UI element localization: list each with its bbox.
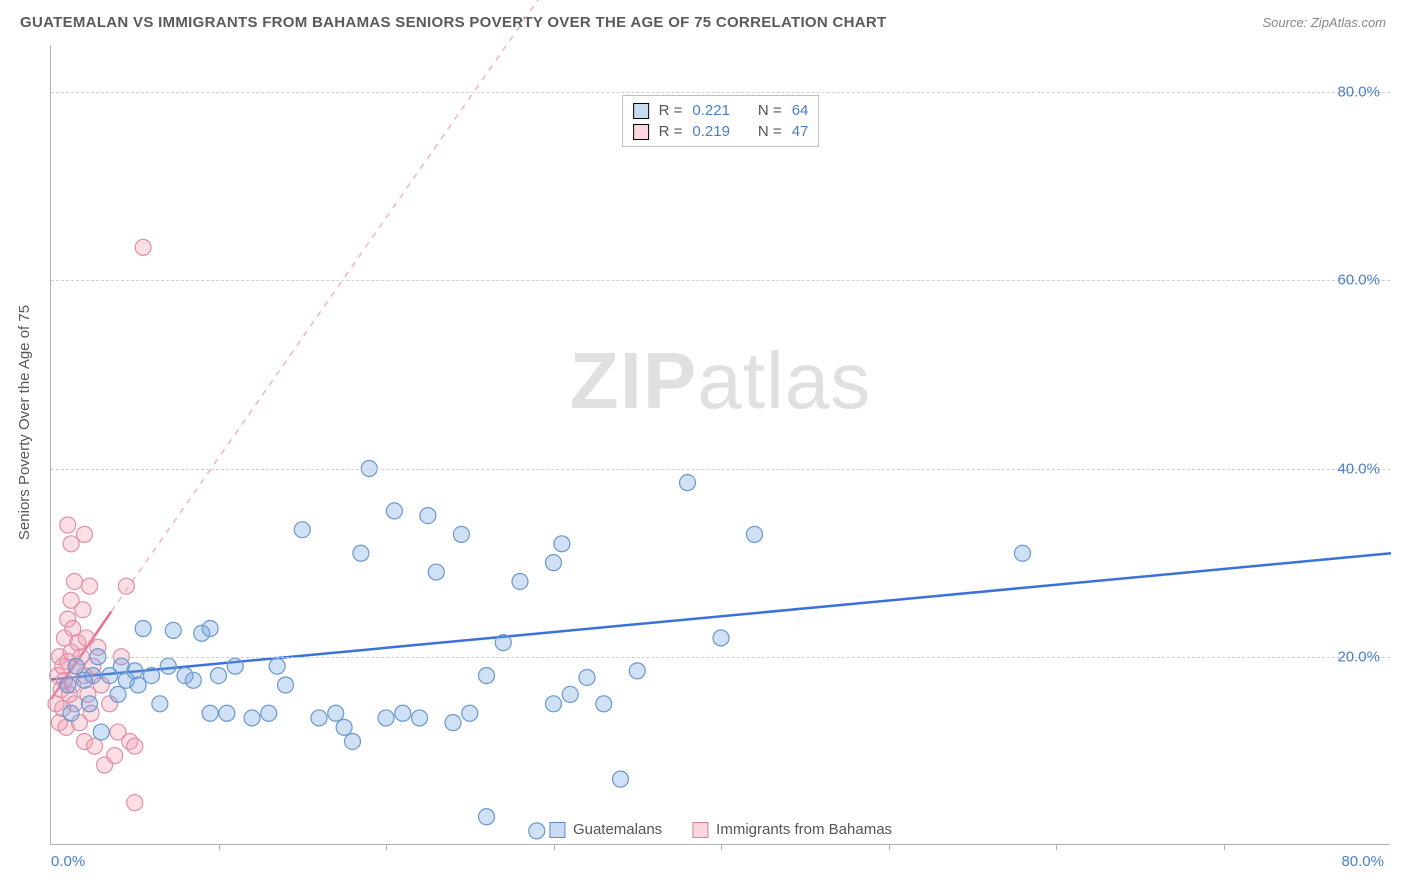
source-attribution: Source: ZipAtlas.com [1262,15,1386,30]
x-tick-label: 80.0% [1341,853,1384,870]
y-tick-label: 20.0% [1337,648,1380,665]
y-tick-label: 40.0% [1337,460,1380,477]
chart-title: GUATEMALAN VS IMMIGRANTS FROM BAHAMAS SE… [20,14,886,31]
y-tick-label: 60.0% [1337,272,1380,289]
stats-legend: R = 0.221 N = 64 R = 0.219 N = 47 [622,95,820,147]
swatch-pink-icon [633,124,649,140]
stats-row-guatemalans: R = 0.221 N = 64 [633,100,809,121]
legend-label-guatemalans: Guatemalans [573,821,662,838]
n-value-a: 64 [792,102,809,119]
swatch-pink-icon [692,822,708,838]
r-label: R = [659,123,683,140]
swatch-blue-icon [549,822,565,838]
stats-row-bahamas: R = 0.219 N = 47 [633,121,809,142]
scatter-svg [51,45,1390,844]
legend-label-bahamas: Immigrants from Bahamas [716,821,892,838]
legend-item-bahamas: Immigrants from Bahamas [692,821,892,838]
n-label: N = [758,123,782,140]
y-tick-label: 80.0% [1337,84,1380,101]
legend-item-guatemalans: Guatemalans [549,821,662,838]
r-value-a: 0.221 [692,102,730,119]
n-label: N = [758,102,782,119]
y-axis-label: Seniors Poverty Over the Age of 75 [10,0,40,845]
r-value-b: 0.219 [692,123,730,140]
chart-plot-area: ZIPatlas R = 0.221 N = 64 R = 0.219 N = … [50,45,1390,845]
x-tick-label: 0.0% [51,853,85,870]
r-label: R = [659,102,683,119]
series-legend: Guatemalans Immigrants from Bahamas [549,821,892,838]
swatch-blue-icon [633,103,649,119]
n-value-b: 47 [792,123,809,140]
